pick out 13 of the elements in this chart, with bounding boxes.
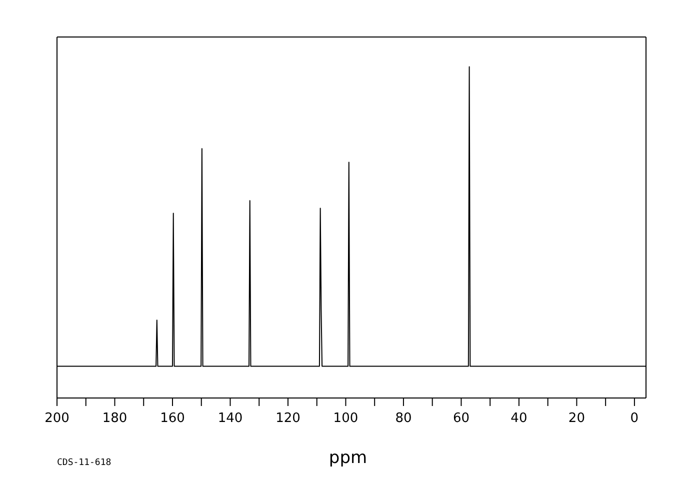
x-tick-label: 20 [568,411,585,426]
x-axis-title: ppm [328,448,368,468]
text: CDS-11-618 [57,458,112,468]
x-tick-label: 180 [102,411,128,426]
x-tick-label: 200 [44,411,70,426]
x-tick-label: 80 [395,411,412,426]
x-tick-label: 0 [630,411,639,426]
x-tick-label: 40 [510,411,528,426]
x-tick-label: 160 [160,411,185,426]
x-tick-label: 100 [333,411,358,426]
x-tick-label: 120 [276,411,300,426]
x-tick-label: 60 [452,411,470,426]
x-tick-label: 140 [218,411,243,426]
